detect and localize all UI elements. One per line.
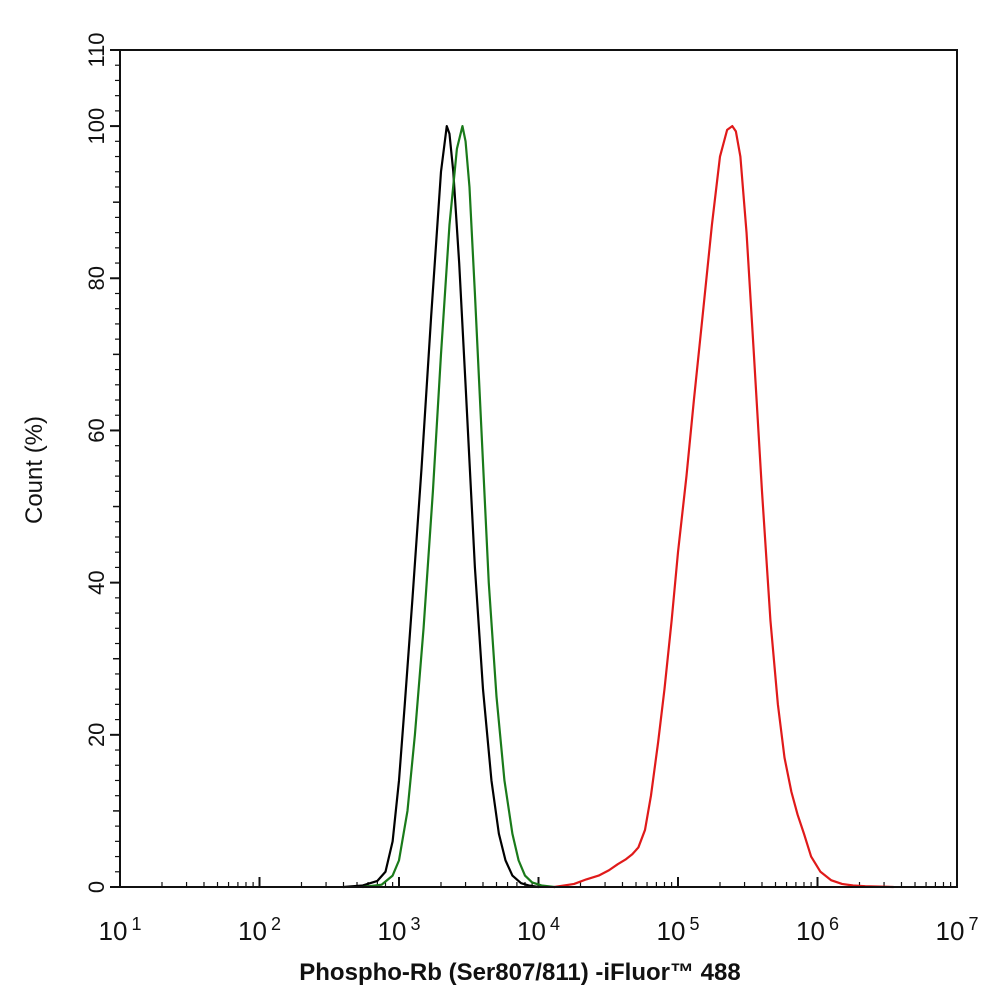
plot-frame: [119, 49, 958, 888]
y-tick-label: 40: [84, 570, 109, 594]
y-tick-label: 110: [84, 32, 109, 67]
y-minor-ticks: [113, 64, 120, 873]
x-tick-label: 10 6: [796, 914, 839, 946]
x-tick-label: 10 4: [517, 914, 560, 946]
x-axis-title: Phospho-Rb (Ser807/811) -iFluor™ 488: [299, 959, 740, 986]
y-tick-label: 80: [84, 266, 109, 290]
series-line-3: [553, 124, 895, 889]
y-tick-label: 100: [84, 108, 109, 145]
x-tick-label: 10 1: [99, 914, 142, 946]
x-tick-label: 10 2: [238, 914, 281, 946]
y-axis-title: Count (%): [21, 416, 48, 524]
x-tick-labels: 10 1 10 2 10 3 10 4 10 5 10 6 10 7: [99, 914, 979, 946]
x-tick-label: 10 7: [936, 914, 979, 946]
y-tick-label: 20: [84, 723, 109, 747]
y-tick-label: 0: [84, 881, 109, 893]
y-major-ticks: [110, 49, 120, 888]
x-tick-label: 10 3: [378, 914, 421, 946]
series-line-2: [361, 124, 556, 889]
y-tick-labels: 0 20 40 60 80 100 110: [84, 32, 109, 893]
series-line-1: [342, 124, 540, 889]
x-tick-label: 10 5: [657, 914, 700, 946]
y-tick-label: 60: [84, 418, 109, 442]
series-lines: [342, 124, 895, 889]
